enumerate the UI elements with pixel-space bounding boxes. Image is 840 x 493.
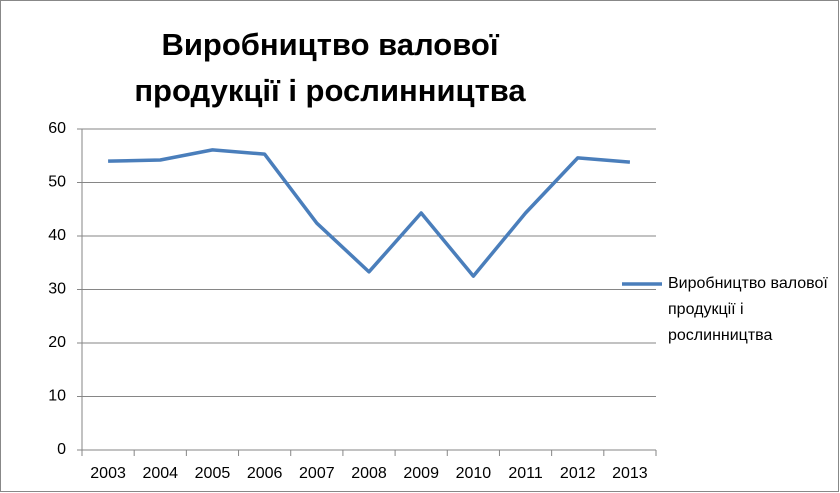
x-tick-label: 2005	[195, 465, 231, 482]
x-tick-label: 2007	[299, 465, 335, 482]
y-tick-label: 40	[48, 227, 66, 244]
y-tick-label: 0	[57, 441, 66, 458]
y-tick-label: 60	[48, 120, 66, 137]
chart-title: Виробництво валової продукції і рослинни…	[134, 27, 526, 108]
legend-label: Виробництво валової продукції і рослинни…	[668, 275, 828, 344]
y-tick-label: 50	[48, 174, 66, 191]
y-tick-label: 10	[48, 388, 66, 405]
x-tick-label: 2012	[560, 465, 596, 482]
x-tick-label: 2004	[142, 465, 178, 482]
y-tick-label: 20	[48, 334, 66, 351]
x-tick-label: 2009	[403, 465, 439, 482]
x-tick-label: 2011	[508, 465, 543, 482]
y-tick-label: 30	[48, 281, 66, 298]
line-series	[108, 148, 631, 278]
x-tick-label: 2013	[612, 465, 648, 482]
x-tick-label: 2010	[456, 465, 492, 482]
x-tick-label: 2003	[90, 465, 126, 482]
x-tick-label: 2008	[351, 465, 387, 482]
x-tick-label: 2006	[247, 465, 283, 482]
